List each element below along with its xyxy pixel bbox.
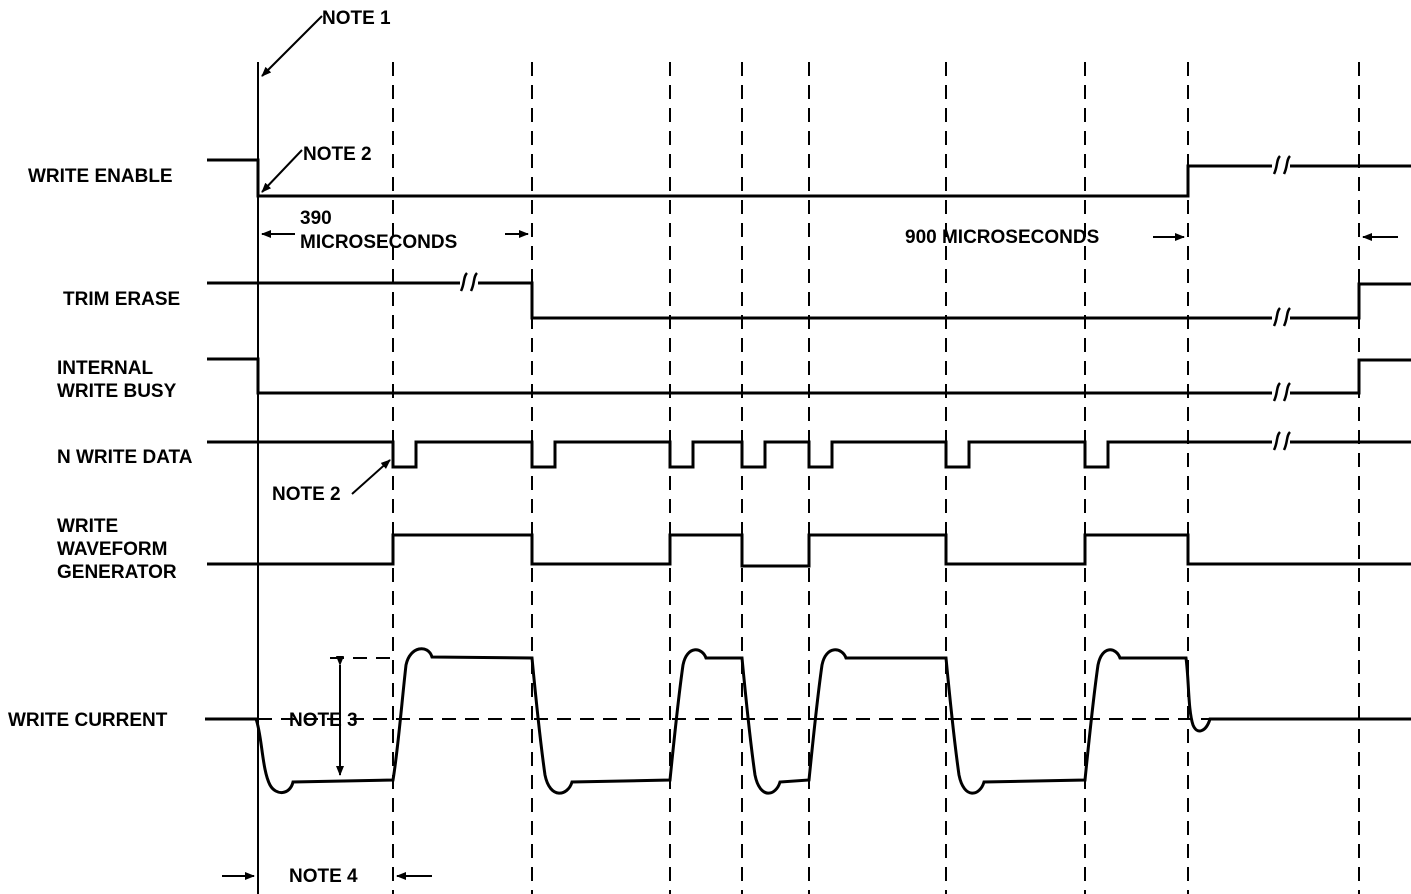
- label-write-enable: WRITE ENABLE: [28, 166, 173, 187]
- t390-unit: MICROSECONDS: [300, 232, 457, 253]
- time-reference-lines: [257, 62, 1360, 894]
- signal-n-write-data: [207, 431, 1411, 469]
- t390-value: 390: [300, 208, 332, 229]
- signal-labels: WRITE ENABLE TRIM ERASE INTERNAL WRITE B…: [8, 166, 193, 731]
- label-write-waveform-2: WAVEFORM: [57, 539, 167, 560]
- note2-top-label: NOTE 2: [303, 144, 372, 165]
- note2-top-arrow: [261, 149, 303, 193]
- note2-bottom-arrow: [351, 459, 391, 495]
- label-write-waveform-3: GENERATOR: [57, 562, 177, 583]
- signal-trim-erase: [207, 272, 1411, 327]
- t900-label: 900 MICROSECONDS: [905, 227, 1099, 248]
- label-write-current: WRITE CURRENT: [8, 710, 168, 731]
- signal-internal-write-busy: [207, 357, 1411, 402]
- signal-write-enable: [207, 155, 1411, 198]
- label-trim-erase: TRIM ERASE: [63, 289, 180, 310]
- note4-label: NOTE 4: [289, 866, 358, 887]
- signal-write-current: [205, 647, 1411, 795]
- note3-label: NOTE 3: [289, 710, 358, 731]
- timing-annotations: 390 MICROSECONDS 900 MICROSECONDS: [261, 208, 1398, 253]
- note2-bottom-label: NOTE 2: [272, 484, 341, 505]
- note1-label: NOTE 1: [322, 8, 391, 29]
- note1-arrow: [261, 15, 323, 77]
- label-n-write-data: N WRITE DATA: [57, 447, 193, 468]
- label-internal-write-busy-2: WRITE BUSY: [57, 381, 177, 402]
- notes: NOTE 1 NOTE 2 NOTE 2 NOTE 3 NOTE 4: [222, 8, 432, 887]
- label-internal-write-busy-1: INTERNAL: [57, 358, 153, 379]
- label-write-waveform-1: WRITE: [57, 516, 118, 537]
- signal-write-waveform-generator: [207, 533, 1411, 568]
